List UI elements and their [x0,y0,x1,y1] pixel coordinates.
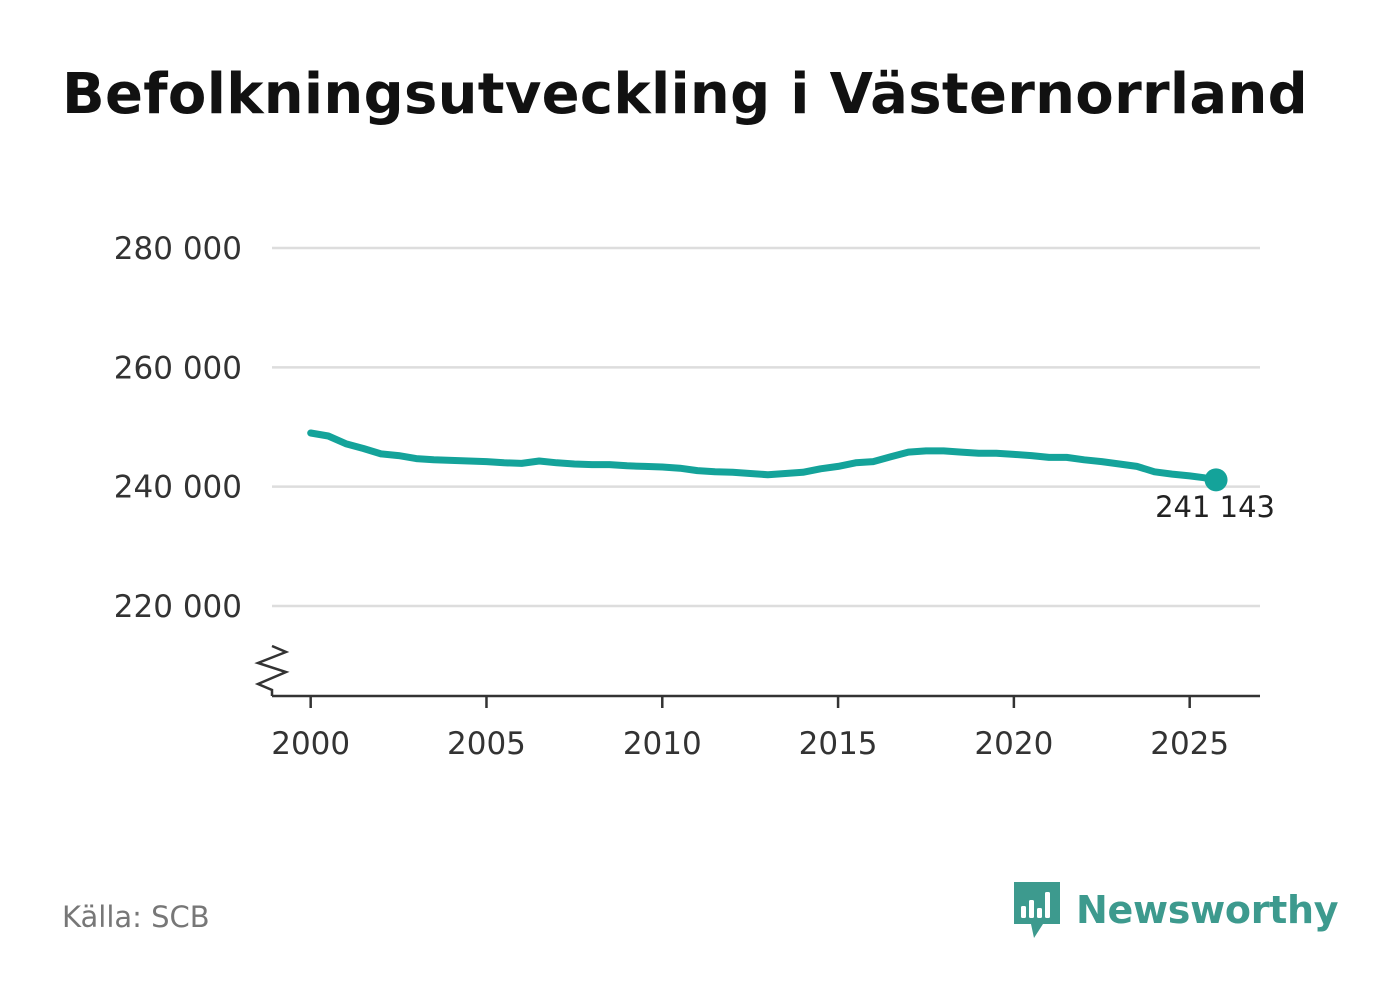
chart-title: Befolkningsutveckling i Västernorrland [62,62,1309,127]
y-tick-label: 280 000 [114,231,242,267]
brand-name: Newsworthy [1076,888,1339,932]
x-tick-label: 2015 [799,726,878,762]
series-line-population [307,429,1220,484]
series-end-value-label: 241 143 [1155,490,1275,524]
y-tick-label: 260 000 [114,350,242,386]
y-axis-tick-labels: 220 000 240 000 260 000 280 000 [114,231,242,625]
x-tick-label: 2020 [974,726,1053,762]
source-note: Källa: SCB [62,900,210,934]
x-axis [254,644,1260,698]
newsworthy-logo-icon [1014,882,1060,938]
y-axis-break-icon [254,644,290,696]
x-tick-label: 2025 [1150,726,1229,762]
x-tick-label: 2010 [623,726,702,762]
brand-logo[interactable]: Newsworthy [1012,880,1339,940]
y-tick-label: 240 000 [114,470,242,506]
y-tick-label: 220 000 [114,589,242,625]
gridlines [272,246,1260,608]
x-axis-tick-labels: 2000 2005 2010 2015 2020 2025 [271,696,1229,762]
x-tick-label: 2005 [447,726,526,762]
series-end-point [1204,468,1228,492]
x-tick-label: 2000 [271,726,350,762]
series-group: 241 143 [307,429,1275,524]
